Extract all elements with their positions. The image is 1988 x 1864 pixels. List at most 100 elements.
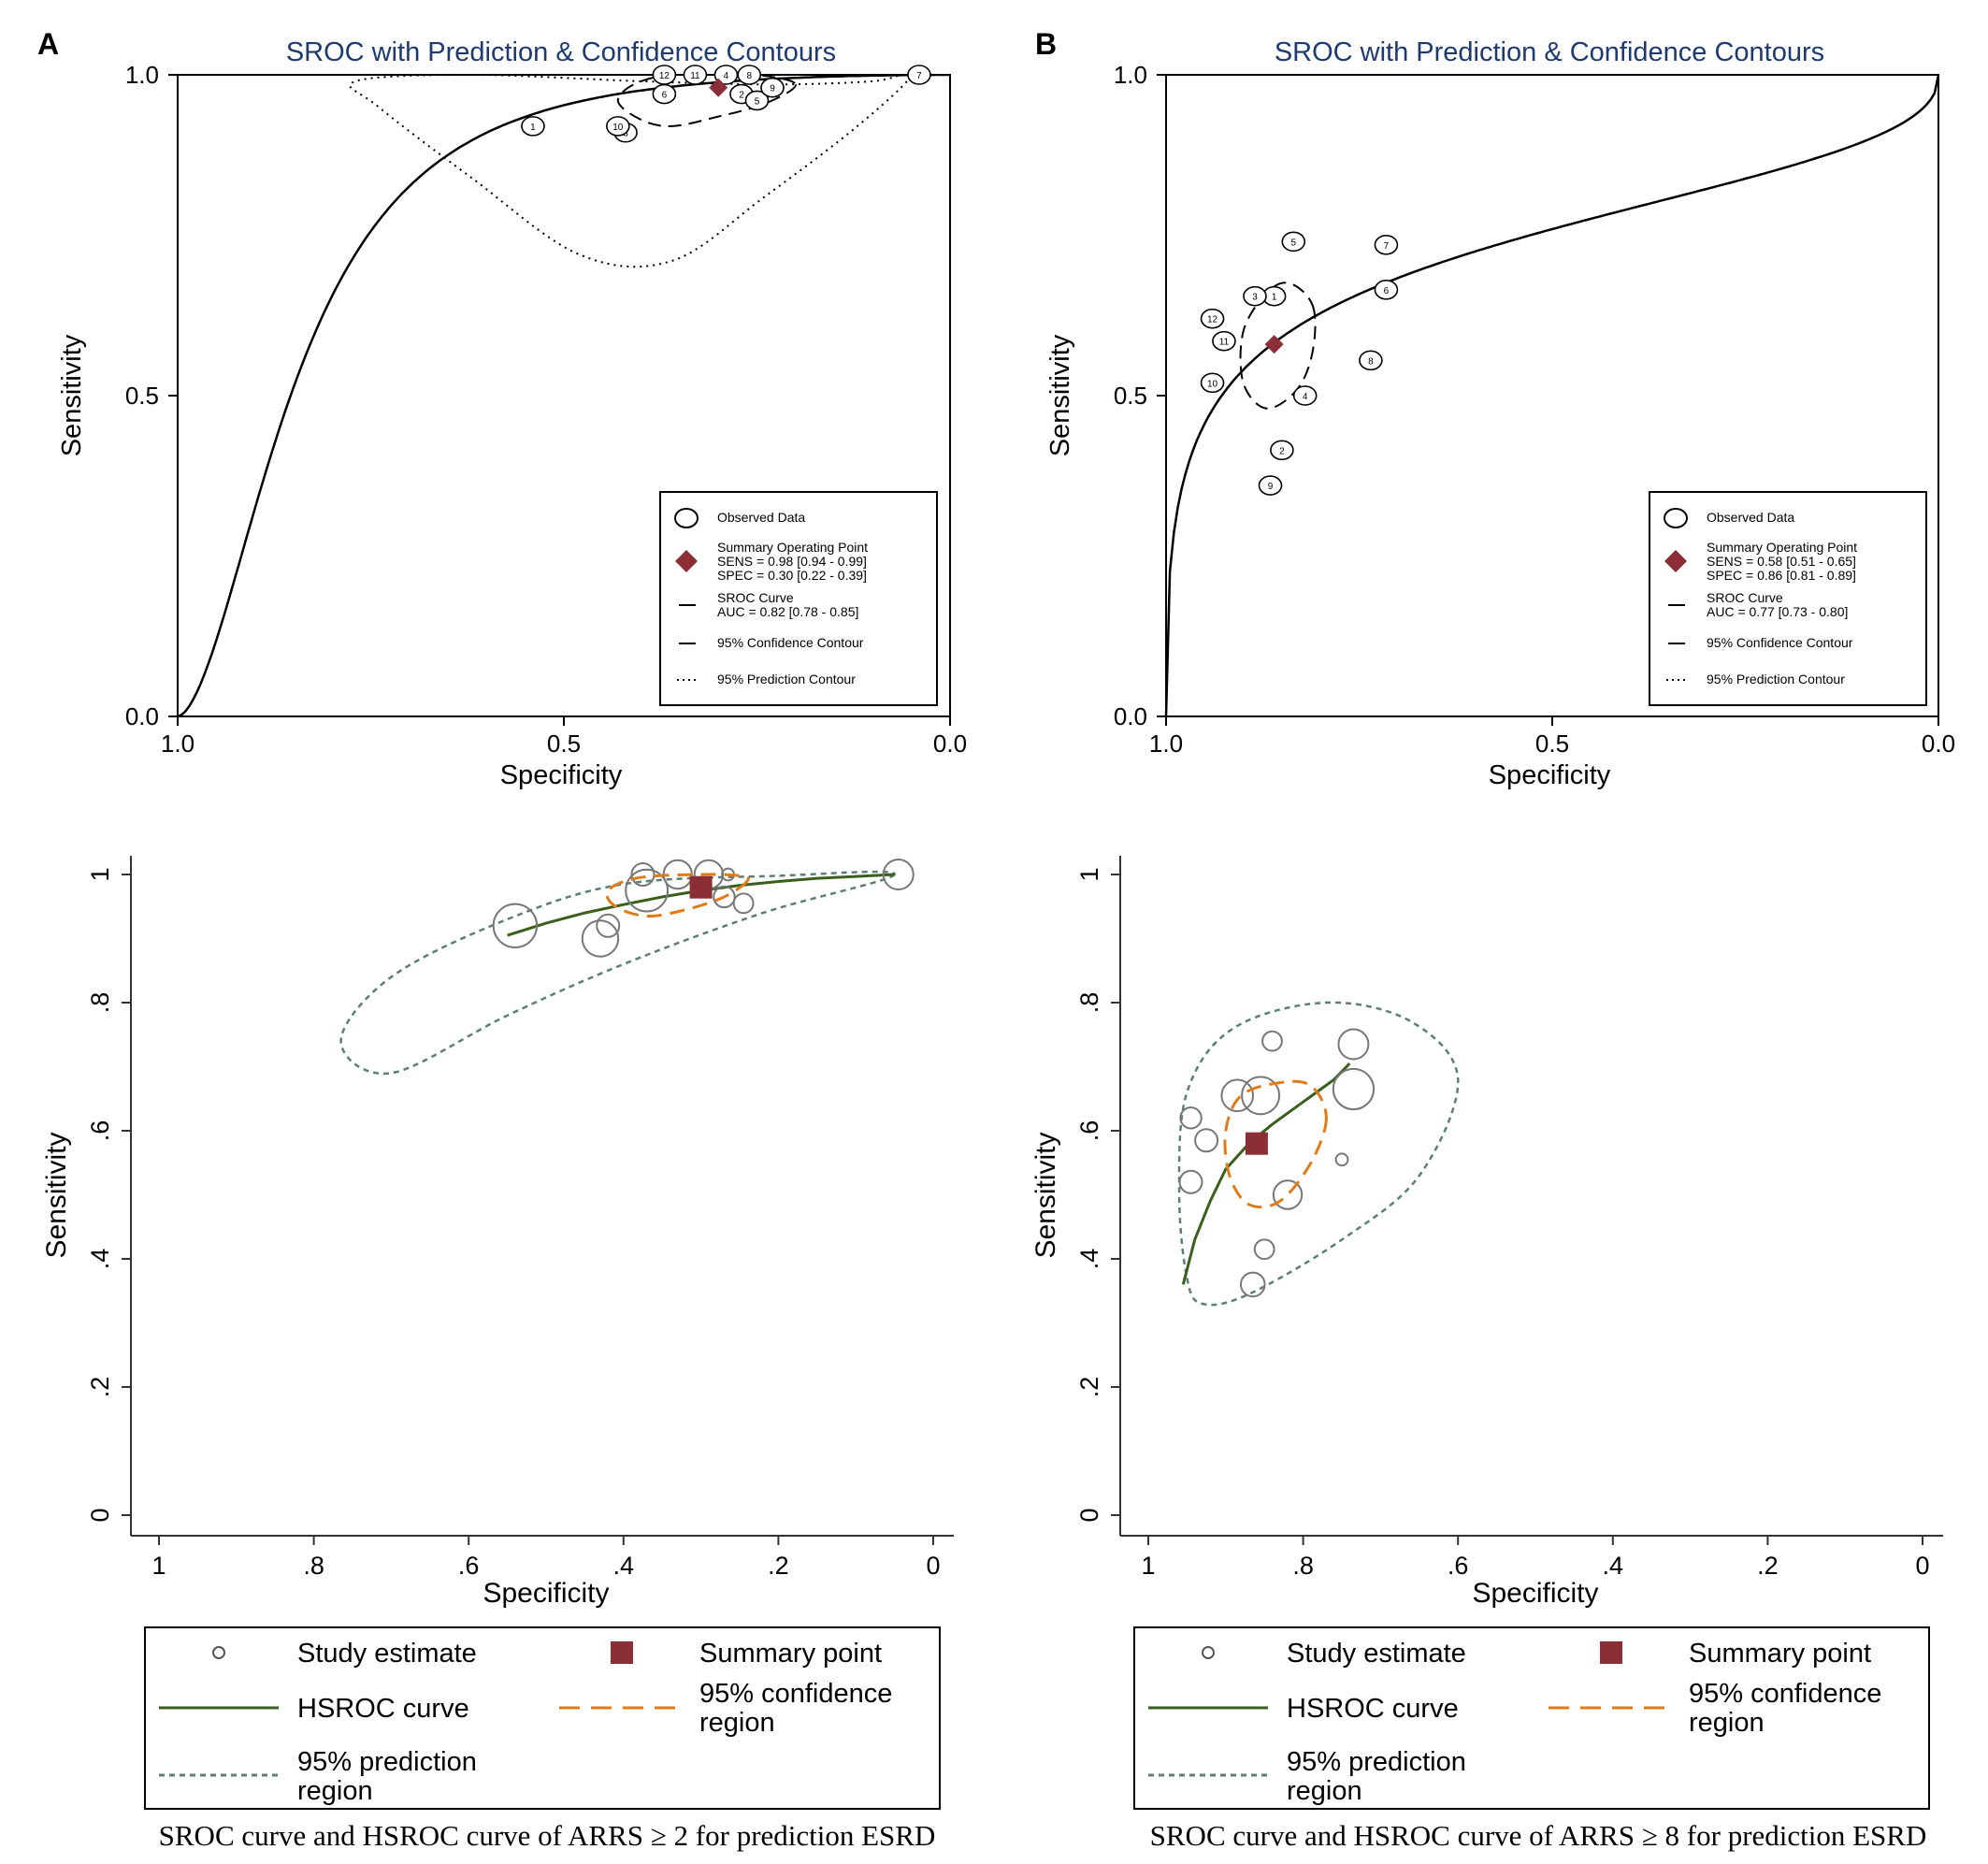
legend-summary-sens: SENS = 0.98 [0.94 - 0.99] <box>717 554 867 569</box>
panel-a-sroc-xlabel: Specificity <box>500 760 623 790</box>
study-label: 12 <box>659 71 670 81</box>
study-label: 6 <box>1384 286 1390 296</box>
study-label: 3 <box>623 129 628 139</box>
legend-summary-icon <box>1664 550 1687 572</box>
legend-study-icon <box>1202 1646 1215 1659</box>
tick-label: 0.0 <box>933 730 967 758</box>
study-point <box>760 77 785 98</box>
study-label: 11 <box>1219 338 1230 348</box>
tick-label: .2 <box>86 1377 114 1398</box>
study-label: 10 <box>1207 379 1218 389</box>
study-point <box>1374 234 1399 255</box>
panel-b-sroc-legend: Observed Data Summary Operating Point SE… <box>1649 491 1927 706</box>
study-point <box>652 65 677 85</box>
study-label: 6 <box>662 91 668 101</box>
study-label: 4 <box>724 71 729 81</box>
study-point <box>907 65 931 85</box>
legend-curve-label: HSROC curve <box>297 1694 469 1724</box>
study-label: 4 <box>1303 392 1308 402</box>
panel-a-letter: A <box>37 27 59 61</box>
legend-summary-icon <box>611 1641 633 1664</box>
panel-a-hsroc: 1 .8 .6 .4 .2 0 0 .2 .4 .6 .8 1 Specificity Sensiti… <box>41 856 954 1852</box>
study-label: 5 <box>755 96 760 107</box>
legend-curve-label: SROC Curve <box>717 590 794 605</box>
study-estimate <box>1332 1067 1376 1111</box>
study-label: 7 <box>916 71 922 81</box>
legend-observed-label: Observed Data <box>717 510 805 525</box>
tick-label: 1.0 <box>1114 61 1147 89</box>
panel-a-hsroc-ticks: 1 .8 .6 .4 .2 0 0 .2 .4 .6 .8 1 <box>86 867 941 1580</box>
study-estimate <box>713 885 736 909</box>
tick-label: 0 <box>1075 1508 1103 1522</box>
legend-confidence-label-2: region <box>699 1708 775 1738</box>
legend-summary-spec: SPEC = 0.86 [0.81 - 0.89] <box>1707 568 1856 583</box>
legend-curve-auc: AUC = 0.82 [0.78 - 0.85] <box>717 604 858 619</box>
study-estimate <box>1337 1028 1370 1061</box>
study-label: 2 <box>1279 446 1285 456</box>
legend-prediction-label-2: region <box>297 1776 373 1806</box>
prediction-contour <box>349 75 913 268</box>
study-point <box>737 65 762 85</box>
study-estimate <box>732 892 755 915</box>
study-label: 9 <box>1268 482 1274 492</box>
panel-a-hsroc-legend: Study estimate Summary point HSROC curve… <box>144 1626 941 1810</box>
legend-confidence-label-2: region <box>1689 1708 1765 1738</box>
study-estimate <box>1272 1179 1304 1210</box>
study-estimate <box>1194 1128 1219 1153</box>
legend-prediction-label: 95% Prediction Contour <box>1707 672 1845 686</box>
legend-summary-label: Summary Operating Point <box>717 540 868 555</box>
panel-b-sroc-y-ticks: 0.0 0.5 1.0 <box>1114 61 1166 730</box>
tick-label: .2 <box>1075 1377 1103 1398</box>
tick-label: .6 <box>1075 1120 1103 1142</box>
panel-a-hsroc-plot-area <box>131 856 954 1536</box>
tick-label: .4 <box>613 1552 635 1580</box>
panel-b-letter: B <box>1035 27 1057 61</box>
panel-b-hsroc: 1 .8 .6 .4 .2 0 0 .2 .4 .6 .8 1 Specificity Sensiti… <box>1030 856 1943 1852</box>
tick-label: 0.5 <box>1114 382 1147 410</box>
study-point <box>1359 350 1383 371</box>
summary-point <box>689 875 713 899</box>
legend-prediction-label: 95% Prediction Contour <box>717 672 856 686</box>
legend-study-label: Study estimate <box>297 1639 477 1669</box>
tick-label: 1 <box>151 1552 166 1580</box>
sroc-curve <box>1164 74 1940 717</box>
panel-b-caption: SROC curve and HSROC curve of ARRS ≥ 8 f… <box>1150 1819 1927 1852</box>
study-label: 1 <box>530 123 536 133</box>
legend-summary-icon <box>675 550 698 572</box>
study-point <box>606 116 630 137</box>
study-point <box>1200 372 1225 394</box>
tick-label: 1.0 <box>161 730 194 758</box>
legend-prediction-label: 95% prediction <box>297 1747 477 1777</box>
tick-label: 0.5 <box>125 382 159 410</box>
tick-label: .8 <box>303 1552 324 1580</box>
legend-study-label: Study estimate <box>1287 1639 1466 1669</box>
panel-b-sroc-xlabel: Specificity <box>1489 760 1611 790</box>
legend-summary-spec: SPEC = 0.30 [0.22 - 0.39] <box>717 568 867 583</box>
study-estimate <box>1220 1078 1255 1113</box>
tick-label: 1.0 <box>1149 730 1183 758</box>
panel-a-hsroc-marks <box>339 859 915 1076</box>
panel-a-hsroc-xlabel: Specificity <box>483 1578 609 1609</box>
legend-observed-icon <box>1664 508 1688 528</box>
panel-b-hsroc-ticks: 1 .8 .6 .4 .2 0 0 .2 .4 .6 .8 1 <box>1075 867 1930 1580</box>
legend-observed-icon <box>674 508 699 528</box>
summary-point <box>1264 335 1284 354</box>
study-point <box>683 65 708 85</box>
study-point <box>1200 308 1225 329</box>
study-point <box>1212 330 1236 352</box>
tick-label: 1 <box>1075 867 1103 881</box>
study-point <box>521 116 545 137</box>
tick-label: 0 <box>86 1508 114 1522</box>
tick-label: .4 <box>1075 1249 1103 1270</box>
tick-label: .6 <box>458 1552 480 1580</box>
tick-label: 0.5 <box>1535 730 1569 758</box>
study-label: 2 <box>739 91 744 101</box>
legend-summary-icon <box>1600 1641 1622 1664</box>
study-label: 1 <box>1272 293 1277 303</box>
legend-confidence-label: 95% confidence <box>1689 1679 1881 1709</box>
legend-confidence-label: 95% confidence <box>699 1679 892 1709</box>
